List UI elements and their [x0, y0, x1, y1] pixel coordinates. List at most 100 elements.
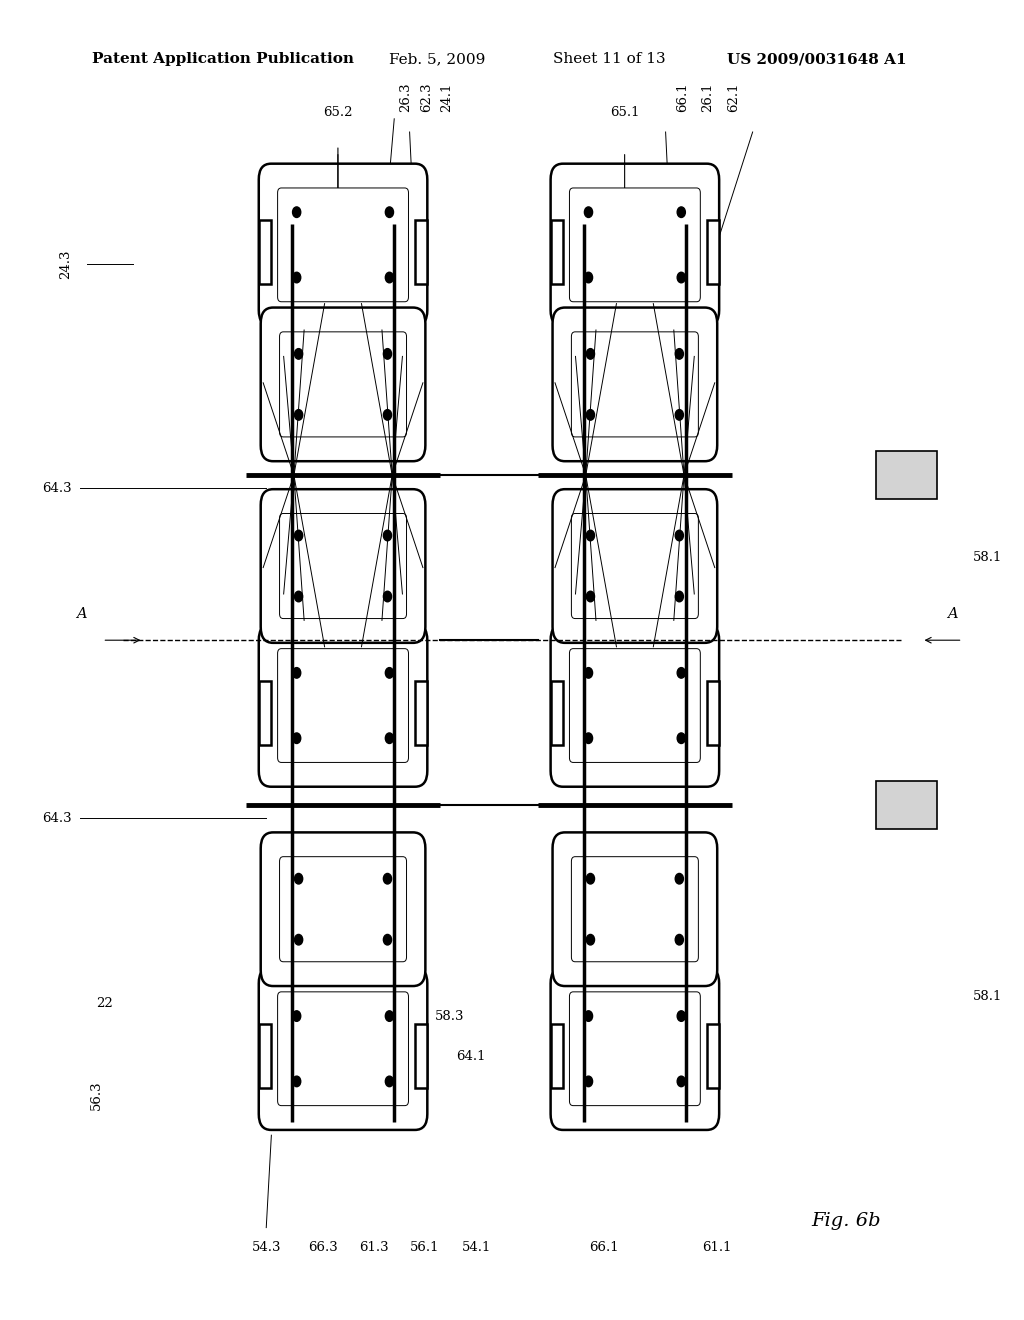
Text: US 2009/0031648 A1: US 2009/0031648 A1 [727, 53, 906, 66]
Text: 24.3: 24.3 [58, 249, 72, 279]
Circle shape [383, 531, 391, 541]
Circle shape [675, 531, 683, 541]
Text: 65.2: 65.2 [324, 106, 352, 119]
FancyBboxPatch shape [571, 513, 698, 619]
Bar [707, 220, 719, 284]
FancyBboxPatch shape [551, 968, 719, 1130]
Bar [259, 1024, 271, 1088]
Text: Patent Application Publication: Patent Application Publication [92, 53, 354, 66]
Circle shape [385, 1076, 393, 1086]
Circle shape [675, 409, 683, 420]
Circle shape [385, 207, 393, 218]
FancyBboxPatch shape [569, 648, 700, 763]
Circle shape [677, 1011, 685, 1022]
Circle shape [383, 874, 391, 884]
Circle shape [385, 272, 393, 282]
Circle shape [295, 591, 303, 602]
Bar [707, 1024, 719, 1088]
Bar [551, 220, 563, 284]
Circle shape [675, 591, 683, 602]
Circle shape [677, 668, 685, 678]
Bar [415, 681, 427, 744]
Circle shape [385, 1011, 393, 1022]
FancyBboxPatch shape [551, 624, 719, 787]
FancyBboxPatch shape [278, 991, 409, 1106]
FancyBboxPatch shape [278, 648, 409, 763]
Text: A: A [77, 607, 87, 620]
Bar [876, 451, 937, 499]
Circle shape [293, 733, 301, 743]
Circle shape [383, 348, 391, 359]
Text: 24.1: 24.1 [440, 83, 454, 112]
Circle shape [293, 207, 301, 218]
Circle shape [383, 409, 391, 420]
Circle shape [293, 668, 301, 678]
Circle shape [587, 935, 595, 945]
Circle shape [295, 935, 303, 945]
Circle shape [677, 272, 685, 282]
Circle shape [585, 668, 593, 678]
Circle shape [385, 733, 393, 743]
FancyBboxPatch shape [261, 308, 425, 461]
Circle shape [585, 733, 593, 743]
Circle shape [675, 348, 683, 359]
FancyBboxPatch shape [259, 624, 427, 787]
Circle shape [587, 874, 595, 884]
Circle shape [383, 935, 391, 945]
Text: 58.1: 58.1 [973, 552, 1002, 564]
Circle shape [587, 531, 595, 541]
Text: 66.1: 66.1 [590, 1241, 618, 1254]
Circle shape [585, 207, 593, 218]
Text: 56.1: 56.1 [411, 1241, 439, 1254]
Circle shape [585, 1011, 593, 1022]
FancyBboxPatch shape [553, 833, 717, 986]
Circle shape [385, 668, 393, 678]
FancyBboxPatch shape [553, 308, 717, 461]
Circle shape [587, 348, 595, 359]
FancyBboxPatch shape [571, 857, 698, 962]
Circle shape [587, 409, 595, 420]
Circle shape [295, 348, 303, 359]
Text: 64.1: 64.1 [456, 1049, 485, 1063]
Circle shape [587, 591, 595, 602]
Bar [551, 1024, 563, 1088]
FancyBboxPatch shape [261, 833, 425, 986]
FancyBboxPatch shape [261, 490, 425, 643]
FancyBboxPatch shape [259, 164, 427, 326]
Text: 64.3: 64.3 [42, 482, 72, 495]
Text: 61.3: 61.3 [359, 1241, 388, 1254]
Bar [415, 220, 427, 284]
Text: 66.3: 66.3 [307, 1241, 338, 1254]
Circle shape [383, 591, 391, 602]
FancyBboxPatch shape [278, 187, 409, 302]
Text: 56.3: 56.3 [89, 1081, 102, 1110]
Bar [415, 1024, 427, 1088]
Text: 58.3: 58.3 [435, 1010, 465, 1023]
Text: Feb. 5, 2009: Feb. 5, 2009 [389, 53, 485, 66]
Text: 26.1: 26.1 [701, 83, 715, 112]
Circle shape [675, 874, 683, 884]
Circle shape [295, 531, 303, 541]
Text: 62.1: 62.1 [727, 83, 740, 112]
Circle shape [677, 207, 685, 218]
Text: 22: 22 [96, 997, 113, 1010]
Bar [551, 681, 563, 744]
Circle shape [295, 409, 303, 420]
FancyBboxPatch shape [569, 991, 700, 1106]
Circle shape [295, 874, 303, 884]
FancyBboxPatch shape [553, 490, 717, 643]
Text: 58.1: 58.1 [973, 990, 1002, 1003]
FancyBboxPatch shape [569, 187, 700, 302]
FancyBboxPatch shape [280, 513, 407, 619]
Text: 64.3: 64.3 [42, 812, 72, 825]
Text: A: A [947, 607, 957, 620]
FancyBboxPatch shape [280, 331, 407, 437]
Text: 54.1: 54.1 [462, 1241, 490, 1254]
Circle shape [677, 1076, 685, 1086]
FancyBboxPatch shape [571, 331, 698, 437]
Text: 61.1: 61.1 [702, 1241, 731, 1254]
Bar [707, 681, 719, 744]
FancyBboxPatch shape [280, 857, 407, 962]
Text: 54.3: 54.3 [252, 1241, 281, 1254]
Circle shape [293, 272, 301, 282]
